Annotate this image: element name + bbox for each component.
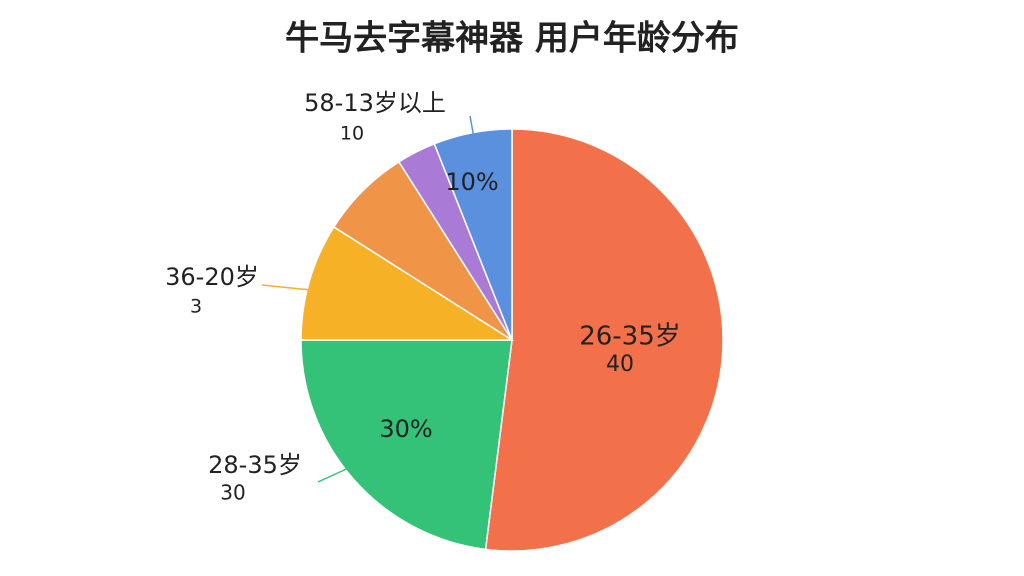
category-label: 36-20岁 [165, 263, 259, 291]
category-label: 26-35岁 [579, 322, 681, 352]
pie-slice [300, 339, 513, 551]
annotation: 40 [606, 352, 634, 377]
category-label: 28-35岁 [208, 451, 302, 479]
leader-line [261, 284, 321, 292]
pie [300, 128, 724, 552]
leader-line [469, 115, 479, 161]
annotation: 30% [379, 415, 432, 443]
leader-line [317, 459, 367, 483]
pie-slice [300, 225, 515, 341]
category-label: 58-13岁以上 [304, 89, 446, 117]
annotation: 10% [445, 168, 498, 196]
annotation: 3 [190, 296, 202, 318]
annotation: 10 [340, 123, 364, 145]
pie-slice [484, 128, 724, 552]
annotation: 30 [220, 481, 245, 505]
chart-title: 牛马去字幕神器 用户年龄分布 [285, 19, 739, 59]
